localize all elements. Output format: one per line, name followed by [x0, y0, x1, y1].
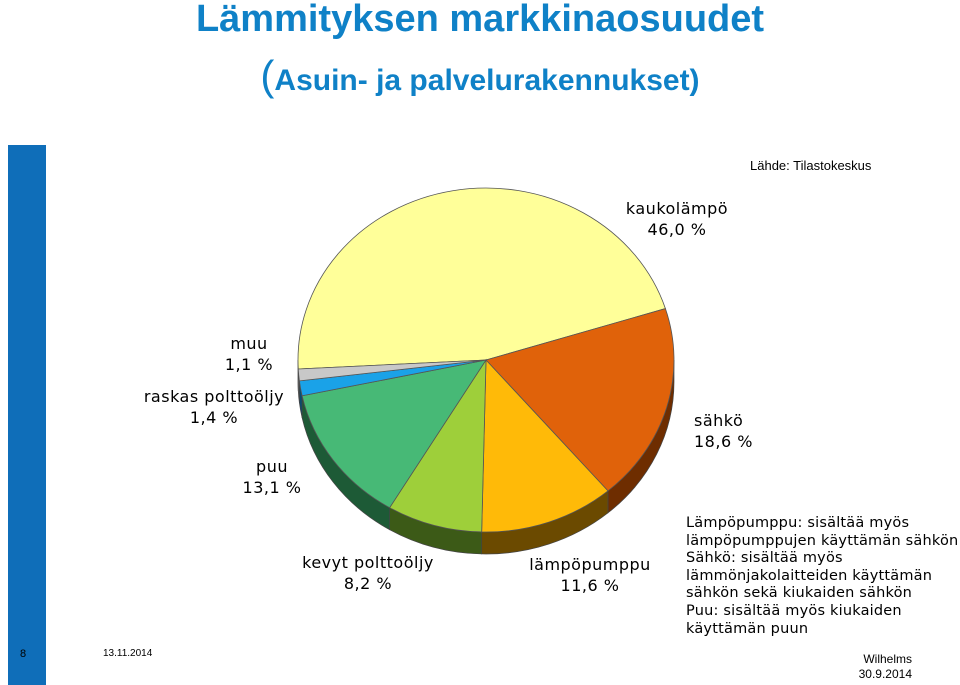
slice-value-kevyt-polttoöljy: 8,2 % — [344, 574, 392, 593]
slice-label-puu: puu — [256, 457, 288, 476]
author-date: 30.9.2014 — [858, 667, 912, 681]
slice-label-kaukolämpö: kaukolämpö — [626, 199, 728, 218]
footnote-line: Puu: sisältää myös kiukaiden — [686, 602, 902, 619]
pie-slice-muu — [297, 359, 487, 382]
author-block: Wilhelms 30.9.2014 — [859, 652, 912, 682]
footnote-line: Lämpöpumppu: sisältää myös — [686, 515, 910, 531]
slice-value-kaukolämpö: 46,0 % — [648, 220, 707, 239]
slice-value-raskas-polttoöljy: 1,4 % — [190, 408, 238, 427]
slice-label-lämpöpumppu: lämpöpumppu — [529, 555, 651, 574]
slide-number: 8 — [20, 648, 27, 660]
footnote-line: Sähkö: sisältää myös — [686, 550, 843, 567]
slide-date: 13.11.2014 — [103, 648, 153, 659]
subtitle-text: Asuin- ja palvelurakennukset) — [274, 64, 700, 97]
source-label: Lähde: Tilastokeskus — [750, 158, 872, 173]
slice-label-muu: muu — [230, 334, 267, 353]
pie-slice-lämpöpumppu — [481, 359, 609, 533]
slice-value-sähkö: 18,6 % — [694, 432, 753, 451]
pie-slice-kaukolämpö — [297, 187, 666, 370]
slice-label-raskas-polttoöljy: raskas polttoöljy — [144, 387, 284, 406]
slice-label-kevyt-polttoöljy: kevyt polttoöljy — [302, 553, 434, 572]
pie-slice-puu — [301, 359, 487, 509]
slide-sidebar — [8, 145, 46, 685]
page-subtitle: (Asuin- ja palvelurakennukset) — [0, 52, 960, 100]
subtitle-paren: ( — [260, 52, 275, 99]
footnote-line: käyttämän puun — [686, 620, 809, 637]
slice-value-muu: 1,1 % — [225, 355, 273, 374]
footnote-line: lämmönjakolaitteiden käyttämän — [686, 567, 933, 584]
slice-value-lämpöpumppu: 11,6 % — [561, 576, 620, 595]
slice-value-puu: 13,1 % — [243, 478, 302, 497]
pie-slice-kevyt-polttoöljy — [389, 358, 487, 533]
footnote-line: sähkön sekä kiukaiden sähkön — [686, 585, 913, 602]
author-name: Wilhelms — [863, 652, 912, 666]
slice-label-sähkö: sähkö — [694, 411, 743, 430]
footnote: Lämpöpumppu: sisältää myös lämpöpumppuje… — [686, 515, 960, 638]
page-title: Lämmityksen markkinaosuudet — [195, 0, 765, 40]
footnote-line: lämpöpumppujen käyttämän sähkön — [686, 532, 959, 549]
pie-slice-sähkö — [485, 308, 675, 492]
